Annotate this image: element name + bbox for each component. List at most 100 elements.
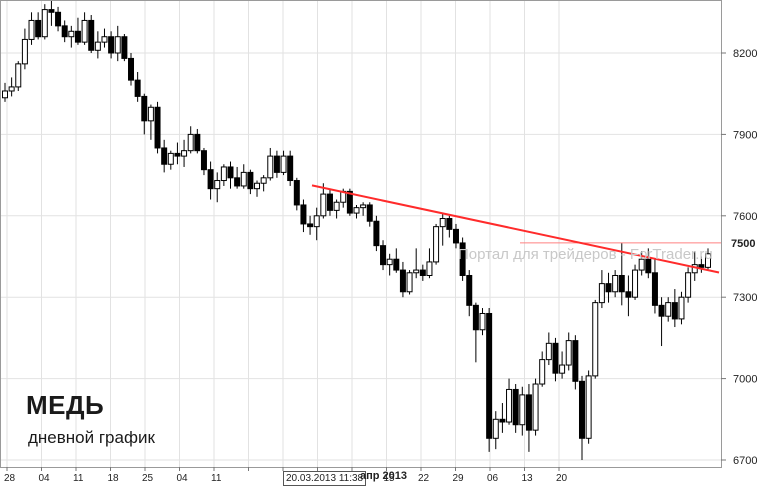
price-axis: 8200 7900 7600 7300 7000 6700 [721,48,757,467]
candle-body-up [632,269,639,298]
candle-body-down [512,388,519,426]
candle-body-down [446,218,453,230]
candle-body-up [559,364,566,374]
candle-body-up [506,388,513,423]
candle-body-down [108,36,115,54]
candle-body-down [651,272,658,306]
x-tick-label: 11 [211,473,222,484]
candle-body-down [618,274,625,293]
x-tick-label: 04 [39,473,51,484]
candle-body-up [214,180,221,190]
x-tick-label: 25 [142,473,154,484]
candle-body-down [459,242,466,276]
candle-body-up [492,418,499,439]
candle-body-up [545,342,552,361]
x-tick-label: 06 [487,473,499,484]
y-tick-label: 8200 [733,48,757,60]
candle-body-up [8,86,15,92]
candle-body-down [572,340,579,382]
candle-body-up [353,207,360,214]
candle-body-up [260,177,267,184]
candle-body-up [565,340,572,366]
candle-body-down [486,312,493,439]
candle-body-down [293,180,300,206]
candle-body-down [452,228,459,244]
candle-body-down [134,79,141,97]
candle-body-up [147,106,154,122]
candle-body-up [705,253,711,268]
candle-body-up [94,41,101,51]
candle-body-down [247,171,254,190]
candle-body-up [592,302,599,377]
candle-body-down [200,150,207,171]
candle-body-down [645,258,652,274]
candle-body-down [234,177,241,187]
candle-body-up [685,272,692,298]
y-tick-label: 6700 [733,455,757,467]
candle-body-down [194,133,201,152]
candle-body-down [207,169,214,190]
candle-body-up [41,9,48,38]
candles [2,0,711,460]
candle-body-up [28,19,35,40]
candle-body-up [68,30,75,38]
candle-body-up [101,36,108,43]
candle-body-down [154,106,161,149]
candle-body-up [439,218,446,228]
candle-body-up [167,152,174,165]
x-tick-label: 18 [108,473,120,484]
candle-body-down [141,95,148,122]
candle-body-down [88,19,95,51]
candle-body-down [605,283,612,293]
plot-frame [0,0,722,468]
candle-body-down [61,25,68,38]
chart-title: МЕДЬ [26,390,105,420]
y-tick-label: 7600 [733,211,757,223]
candle-body-down [698,264,705,268]
x-tick-label: 28 [4,473,16,484]
candle-body-down [174,152,181,157]
candle-body-down [121,36,128,59]
x-tick-label: 04 [177,473,189,484]
candle-body-up [665,302,672,317]
chart-subtitle: дневной график [28,428,155,447]
y-tick-label: 7900 [733,129,757,141]
current-price-label: 7500 [731,238,755,250]
candle-body-up [313,215,320,228]
candle-body-up [539,359,546,385]
candle-body-down [346,190,353,214]
candle-body-down [227,166,234,179]
candle-body-up [678,296,685,320]
candle-body-down [472,304,479,331]
candle-body-down [380,245,387,266]
candle-body-up [2,90,8,99]
candle-body-down [671,302,678,320]
candle-body-down [399,269,406,293]
y-tick-label: 7000 [733,374,757,386]
x-tick-label: 15 [384,473,396,484]
candle-body-up [15,63,22,88]
candle-body-down [55,11,62,27]
candle-body-down [525,394,532,431]
candle-body-down [578,380,585,439]
candle-body-down [300,204,307,225]
candle-body-up [220,166,227,182]
candle-body-down [499,418,506,423]
cursor-time-box: 20.03.2013 11:38 [283,471,367,486]
candle-body-up [267,155,274,179]
candle-body-down [287,155,294,182]
candle-body-up [333,201,340,211]
candle-body-down [373,220,380,247]
candle-body-down [366,204,373,222]
candle-body-down [161,147,168,165]
candle-body-down [419,269,426,276]
candle-body-down [625,291,632,298]
candle-body-up [532,383,539,431]
candle-body-up [187,133,194,152]
x-tick-label: 22 [418,473,430,484]
grid-lines [0,0,721,467]
y-tick-label: 7300 [733,292,757,304]
candle-body-down [35,19,42,38]
watermark: Портал для трейдеров - ForTrader.ru [458,246,713,263]
